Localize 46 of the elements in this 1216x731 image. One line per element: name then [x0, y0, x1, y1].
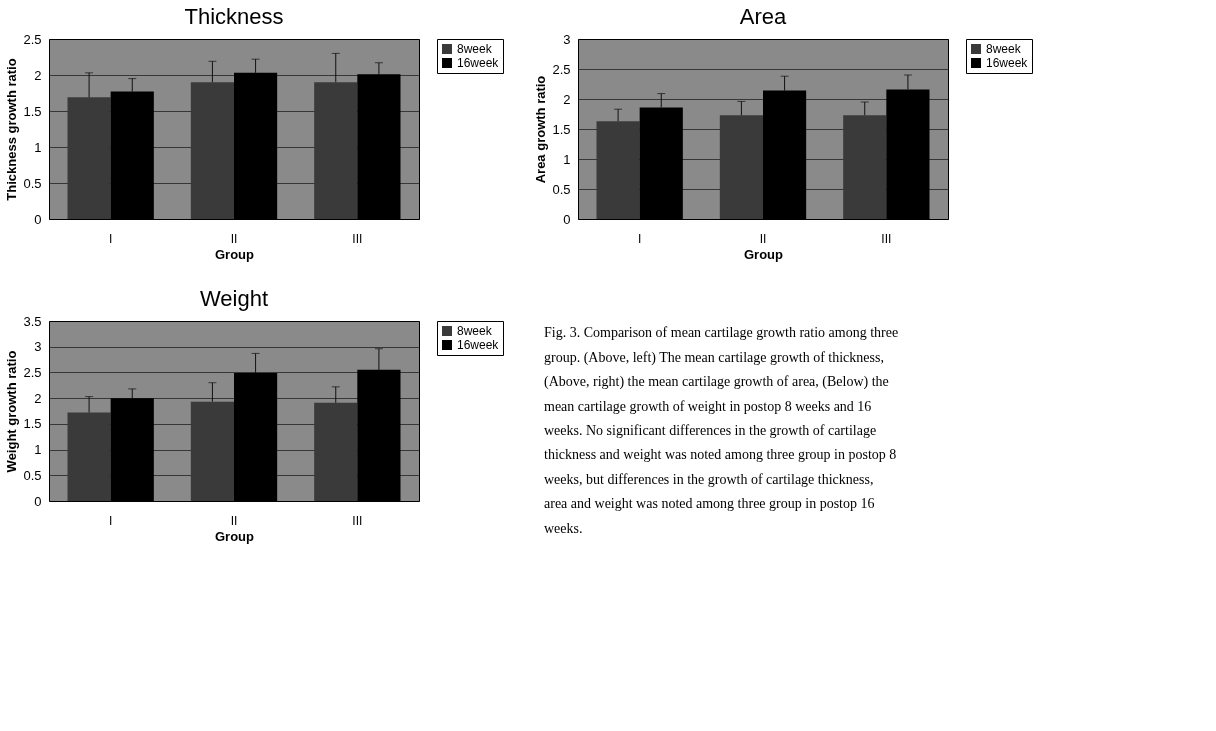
- y-tick-label: 1.5: [23, 416, 42, 432]
- y-tick-label: 1.5: [552, 121, 571, 137]
- x-tick-label: III: [352, 513, 363, 528]
- legend-label: 8week: [986, 42, 1022, 56]
- y-tick-label: 0.5: [23, 467, 42, 483]
- y-tick-label: 0: [34, 493, 42, 509]
- y-axis-title: Thickness growth ratio: [4, 58, 20, 201]
- chart-title: Thickness: [184, 4, 284, 29]
- legend-label: 8week: [457, 42, 493, 56]
- legend-label: 16week: [457, 338, 500, 352]
- x-tick-label: II: [230, 231, 238, 246]
- x-tick-label: I: [108, 231, 113, 246]
- y-axis-title: Weight growth ratio: [4, 350, 20, 473]
- y-tick-label: 1: [563, 151, 571, 167]
- x-axis-title: Group: [215, 528, 255, 544]
- y-tick-label: 3: [34, 339, 42, 355]
- legend-label: 16week: [457, 56, 500, 70]
- text: Fig. 3. Comparison of mean cartilage growth ratio among three group. (Above, left) The mean cartilage growth of thickness, (Above, right) the mean cartilage growth of area, (Below) the mean cartilage growth of weight in postop 8 weeks and 16 weeks. No significant differences in the growth of cartilage thickness and weight was noted among three group in postop 8 weeks, but differences in the growth of cartilage thickness, area and weight was noted among three group in postop 16 weeks.: [544, 325, 899, 536]
- y-tick-label: 3.5: [23, 313, 42, 329]
- chart-title: Weight: [199, 286, 269, 311]
- y-tick-label: 2: [34, 67, 42, 83]
- x-axis-title: Group: [744, 246, 784, 262]
- y-tick-label: 0: [34, 211, 42, 227]
- legend-label: 16week: [986, 56, 1029, 70]
- y-tick-label: 1: [34, 139, 42, 155]
- legend-label: 8week: [457, 324, 493, 338]
- y-tick-label: 2.5: [23, 31, 42, 47]
- y-axis-title: Area growth ratio: [533, 75, 549, 184]
- y-tick-label: 1: [34, 442, 42, 458]
- x-tick-label: II: [230, 513, 238, 528]
- y-tick-label: 3: [563, 31, 571, 47]
- x-tick-label: I: [108, 513, 113, 528]
- y-tick-label: 2: [34, 390, 42, 406]
- x-tick-label: II: [759, 231, 767, 246]
- y-tick-label: 1.5: [23, 103, 42, 119]
- x-tick-label: I: [637, 231, 642, 246]
- x-tick-label: III: [881, 231, 892, 246]
- y-tick-label: 0: [563, 211, 571, 227]
- x-axis-title: Group: [215, 246, 255, 262]
- y-tick-label: 0.5: [552, 181, 571, 197]
- y-tick-label: 2.5: [552, 61, 571, 77]
- x-tick-label: III: [352, 231, 363, 246]
- y-tick-label: 0.5: [23, 175, 42, 191]
- y-tick-label: 2.5: [23, 364, 42, 380]
- y-tick-label: 2: [563, 91, 571, 107]
- chart-title: Area: [739, 4, 787, 29]
